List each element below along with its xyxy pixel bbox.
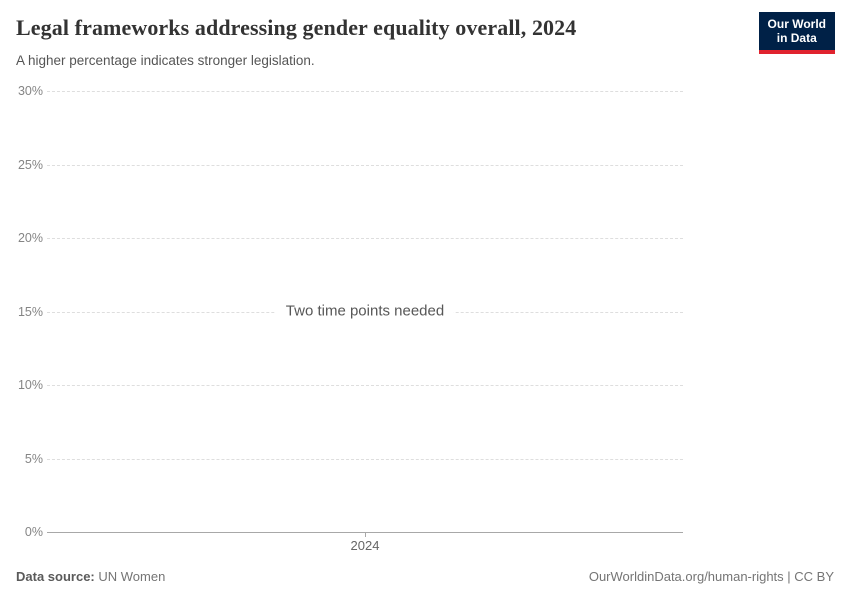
y-axis-tick-label: 5% [24,451,43,466]
y-axis-tick-label: 20% [17,231,43,245]
gridline [47,458,683,460]
y-axis-tick-label: 0% [24,525,43,539]
y-axis-tick-label: 25% [17,157,43,172]
owid-logo-line2: in Data [776,31,817,46]
gridline [47,238,683,239]
data-source: Data source: UN Women [16,569,165,584]
attribution-link[interactable]: OurWorldinData.org/human-rights | CC BY [588,569,834,584]
data-source-value: UN Women [98,569,166,584]
chart-subtitle: A higher percentage indicates stronger l… [16,53,315,68]
owid-logo-line1: Our World [767,17,826,31]
y-axis-tick-label: 30% [17,84,43,98]
x-axis-tick-label: 2024 [350,538,380,553]
owid-logo[interactable]: Our World in Data [758,12,835,54]
data-source-label: Data source: [16,569,95,584]
y-axis-tick-label: 15% [17,304,43,319]
y-axis-tick-label: 10% [17,378,43,392]
gridline [47,91,683,92]
gridline [47,385,683,386]
gridline [47,164,683,166]
page-title: Legal frameworks addressing gender equal… [16,15,577,40]
empty-chart-message: Two time points needed [275,300,455,322]
x-axis-tick-mark [365,532,366,537]
